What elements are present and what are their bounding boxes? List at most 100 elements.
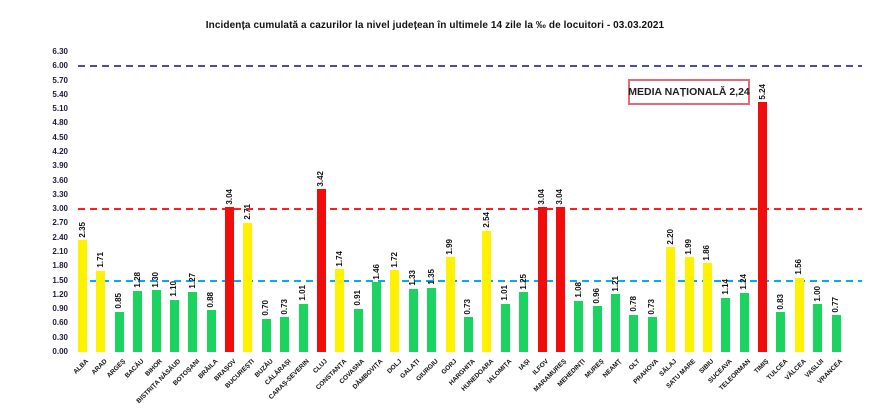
bar <box>225 207 235 352</box>
bar-value-label: 2.71 <box>242 204 252 220</box>
bar-value-label: 1.71 <box>95 252 105 268</box>
bar-value-label: 0.96 <box>592 287 602 304</box>
bar <box>721 297 731 352</box>
y-axis-tick-label: 0.90 <box>52 304 68 314</box>
bar <box>169 299 179 352</box>
bar <box>353 308 363 352</box>
bar-value-label: 2.20 <box>665 228 675 245</box>
bar <box>629 314 639 352</box>
y-axis-tick-label: 6.00 <box>52 61 68 71</box>
bar <box>647 317 657 352</box>
y-axis-tick-label: 4.50 <box>52 132 68 142</box>
bar-value-label: 3.04 <box>224 188 234 205</box>
y-axis-tick-label: 2.70 <box>52 218 68 228</box>
bar <box>206 310 216 352</box>
bar-value-label: 0.85 <box>114 292 124 309</box>
x-axis-category-label: OLT <box>628 358 642 372</box>
bar <box>519 292 529 352</box>
bar <box>482 231 492 352</box>
bar <box>537 207 547 352</box>
bar <box>702 263 712 352</box>
bar-value-label: 1.28 <box>132 272 142 289</box>
y-axis-tick-label: 5.70 <box>52 75 68 85</box>
bar <box>243 222 253 352</box>
y-axis-tick-label: 0.60 <box>52 318 68 328</box>
x-axis-category-label: ALBA <box>72 358 91 376</box>
bar-value-label: 1.21 <box>610 275 620 292</box>
bar-value-label: 1.74 <box>334 250 344 267</box>
bar-value-label: 1.56 <box>794 259 804 275</box>
bar-value-label: 0.70 <box>261 300 271 316</box>
bar <box>684 257 694 352</box>
bar <box>592 306 602 352</box>
bar-value-label: 1.99 <box>445 238 455 255</box>
bar <box>151 290 161 352</box>
bar-value-label: 3.04 <box>555 188 565 205</box>
y-axis-tick-label: 3.60 <box>52 175 68 185</box>
bar-value-label: 1.27 <box>187 272 197 289</box>
y-axis-tick-label: 2.10 <box>52 247 68 256</box>
bar <box>831 315 841 352</box>
bar <box>261 318 271 352</box>
bar-value-label: 2.54 <box>481 212 491 229</box>
x-axis-category-label: ARGEȘ <box>105 358 128 380</box>
bar <box>408 288 418 352</box>
y-axis-tick-label: 0.30 <box>52 332 68 342</box>
bar-value-label: 0.83 <box>775 293 785 310</box>
x-axis-category-label: CLUJ <box>312 358 330 375</box>
bar-value-label: 1.86 <box>702 244 712 261</box>
reference-line <box>78 208 862 211</box>
bar <box>335 269 345 352</box>
bar-value-label: 1.72 <box>389 251 399 268</box>
bar-value-label: 0.88 <box>206 291 216 308</box>
bar <box>188 291 198 352</box>
bar-value-label: 3.04 <box>537 188 546 205</box>
y-axis-tick-label: 4.20 <box>52 147 68 156</box>
bar-value-label: 1.01 <box>500 285 510 301</box>
bar <box>96 270 106 352</box>
bar-value-label: 0.73 <box>463 298 473 315</box>
bar-value-label: 0.77 <box>831 296 841 313</box>
bar <box>390 270 400 352</box>
x-axis-category-label: NEAMȚ <box>602 358 624 380</box>
bar <box>372 282 382 352</box>
y-axis-tick-label: 1.20 <box>52 289 68 299</box>
y-axis-tick-label: 6.30 <box>52 47 68 56</box>
y-axis-tick-label: 3.30 <box>52 189 68 199</box>
bar <box>114 311 124 352</box>
x-axis-category-label: BACĂU <box>124 358 146 380</box>
bar <box>280 317 290 352</box>
bar <box>133 291 143 352</box>
bar <box>666 247 676 352</box>
y-axis-tick-label: 3.90 <box>52 161 68 171</box>
bar <box>611 294 621 352</box>
bar-value-label: 1.10 <box>169 281 179 297</box>
bar <box>316 189 326 352</box>
bar <box>427 287 437 352</box>
bar-value-label: 5.24 <box>757 83 767 100</box>
chart-title: Incidența cumulată a cazurilor la nivel … <box>205 20 665 31</box>
bar <box>758 102 768 352</box>
bar-value-label: 0.91 <box>353 290 363 306</box>
y-axis-tick-label: 1.80 <box>52 261 68 271</box>
bar <box>298 303 308 352</box>
bar-value-label: 1.33 <box>408 270 418 286</box>
x-axis-category-label: IAȘI <box>517 358 532 372</box>
bar-value-label: 1.24 <box>739 274 749 290</box>
y-axis-tick-label: 0.00 <box>52 347 68 356</box>
bar-value-label: 0.78 <box>628 296 638 312</box>
bar-value-label: 1.35 <box>426 269 436 285</box>
bar <box>574 300 584 352</box>
bar-value-label: 1.14 <box>720 279 730 295</box>
bar-value-label: 1.08 <box>573 282 583 298</box>
bar <box>813 304 823 352</box>
y-axis-tick-label: 5.40 <box>52 89 68 99</box>
y-axis-tick-label: 5.10 <box>52 104 68 114</box>
bar-value-label: 1.00 <box>812 285 822 302</box>
bar-value-label: 0.73 <box>279 298 289 315</box>
bar-value-label: 1.30 <box>151 271 161 288</box>
bar-value-label: 1.01 <box>298 285 308 301</box>
bar <box>739 292 749 352</box>
y-axis-tick-label: 2.40 <box>52 232 68 242</box>
